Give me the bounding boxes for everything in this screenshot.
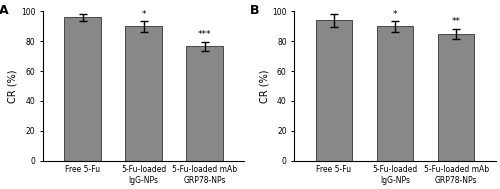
Text: A: A (0, 4, 8, 17)
Y-axis label: CR (%): CR (%) (8, 69, 18, 103)
Bar (126, 26, 162, 161)
Text: *: * (393, 10, 398, 19)
Text: *: * (142, 10, 146, 19)
Text: **: ** (452, 17, 460, 26)
Bar (64, 17, 101, 161)
Bar (316, 20, 352, 161)
Bar (186, 46, 223, 161)
Text: B: B (250, 4, 260, 17)
Bar (376, 26, 414, 161)
Text: ***: *** (198, 30, 211, 40)
Y-axis label: CR (%): CR (%) (260, 69, 270, 103)
Bar (438, 34, 474, 161)
